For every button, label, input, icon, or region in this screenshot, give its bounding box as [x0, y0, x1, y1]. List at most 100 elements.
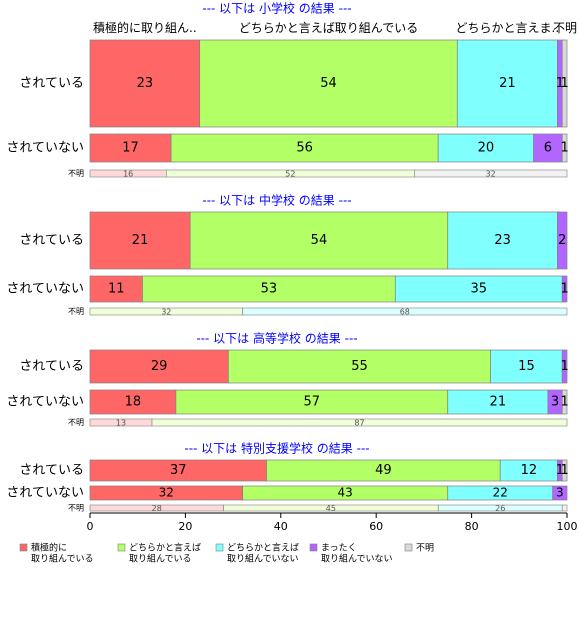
data-label: 18 [125, 395, 142, 410]
bar-segment [561, 275, 568, 303]
data-label: 17 [122, 141, 139, 156]
x-tick-label: 20 [178, 520, 192, 533]
legend-label: 取り組んでいない [321, 553, 393, 565]
legend-label: 取り組んでいる [129, 553, 192, 565]
x-tick-label: 100 [557, 520, 578, 533]
unknown-bar-segment [151, 418, 568, 427]
legend-swatch [309, 543, 318, 552]
row-label: されている [19, 233, 84, 248]
data-label: 21 [132, 233, 149, 248]
panel-title: --- 以下は 高等学校 の結果 --- [196, 331, 357, 346]
unknown-data-label: 52 [285, 170, 295, 179]
data-label: 1 [560, 76, 568, 91]
legend-label: 積極的に [31, 542, 67, 554]
bar-segment [490, 349, 563, 384]
unknown-bar-segment [561, 504, 568, 512]
column-label: どちらかと言えば取り組んでいる [239, 21, 418, 35]
row-label: されていない [6, 282, 84, 297]
data-label: 1 [560, 463, 568, 478]
unknown-data-label: 28 [152, 504, 162, 513]
data-label: 29 [151, 359, 168, 374]
row-label: されている [19, 76, 84, 91]
legend-swatch [19, 543, 28, 552]
bar-segment [175, 389, 449, 415]
unknown-data-label: 16 [123, 170, 133, 179]
data-label: 21 [490, 395, 507, 410]
data-label: 56 [296, 141, 313, 156]
row-label: されていない [6, 486, 84, 501]
bar-segment [89, 39, 201, 128]
bar-segment [447, 389, 549, 415]
bar-segment [199, 39, 458, 128]
row-label: されていない [6, 395, 84, 410]
bar-segment [561, 349, 568, 384]
x-tick-label: 0 [87, 520, 94, 533]
bar-segment [561, 389, 568, 415]
panel-title: --- 以下は 中学校 の結果 --- [202, 193, 351, 208]
legend-label: 取り組んでいる [31, 553, 94, 565]
unknown-data-label: 26 [495, 504, 505, 513]
unknown-row-label: 不明 [68, 307, 84, 316]
data-label: 1 [560, 359, 568, 374]
legend-swatch [117, 543, 126, 552]
unknown-data-label: 68 [400, 308, 410, 317]
unknown-bar-segment [242, 307, 568, 316]
bar-segment [142, 275, 396, 303]
unknown-data-label: 32 [161, 308, 171, 317]
unknown-data-label: 32 [486, 170, 496, 179]
bar-segment [561, 459, 568, 482]
data-label: 37 [170, 463, 187, 478]
legend-label: どちらかと言えば [129, 542, 201, 554]
data-label: 21 [499, 76, 516, 91]
data-label: 11 [108, 282, 125, 297]
bar-segment [533, 133, 563, 163]
x-tick-label: 60 [369, 520, 383, 533]
unknown-data-label: 45 [326, 504, 336, 513]
unknown-data-label: 87 [354, 419, 364, 428]
column-label: 積極的に取り組ん.. [93, 20, 197, 35]
data-label: 57 [304, 395, 321, 410]
bar-segment [89, 275, 143, 303]
data-label: 3 [551, 395, 559, 410]
data-label: 1 [556, 463, 564, 478]
data-label: 54 [311, 233, 328, 248]
data-label: 1 [560, 282, 568, 297]
legend-swatch [215, 543, 224, 552]
row-label: されていない [6, 141, 84, 156]
bar-segment [552, 485, 568, 501]
unknown-bar-segment [414, 169, 568, 178]
bar-segment [557, 211, 568, 270]
data-label: 20 [478, 141, 495, 156]
bar-segment [189, 211, 449, 270]
row-label: されている [19, 359, 84, 374]
data-label: 23 [137, 76, 154, 91]
data-label: 53 [261, 282, 278, 297]
data-label: 1 [556, 76, 564, 91]
legend-label: どちらかと言えば [227, 542, 299, 554]
column-label: どちらかと言えま.. [456, 21, 560, 35]
bar-segment [561, 133, 568, 163]
data-label: 6 [544, 141, 552, 156]
data-label: 12 [521, 463, 538, 478]
legend-label: 取り組んでいない [227, 553, 299, 565]
data-label: 43 [338, 486, 353, 500]
column-label: 不明 [553, 21, 577, 35]
data-label: 35 [470, 282, 487, 297]
unknown-row-label: 不明 [68, 169, 84, 178]
legend-swatch [404, 543, 413, 552]
legend-label: 不明 [416, 543, 434, 554]
x-tick-label: 80 [465, 520, 479, 533]
data-label: 2 [558, 233, 566, 248]
data-label: 22 [493, 486, 508, 500]
data-label: 1 [560, 395, 568, 410]
row-label: されている [19, 463, 84, 478]
x-tick-label: 40 [274, 520, 288, 533]
data-label: 54 [320, 76, 337, 91]
data-label: 23 [494, 233, 511, 248]
legend-label: まったく [321, 543, 357, 554]
data-label: 3 [556, 486, 564, 500]
data-label: 49 [375, 463, 392, 478]
bar-segment [456, 39, 558, 128]
